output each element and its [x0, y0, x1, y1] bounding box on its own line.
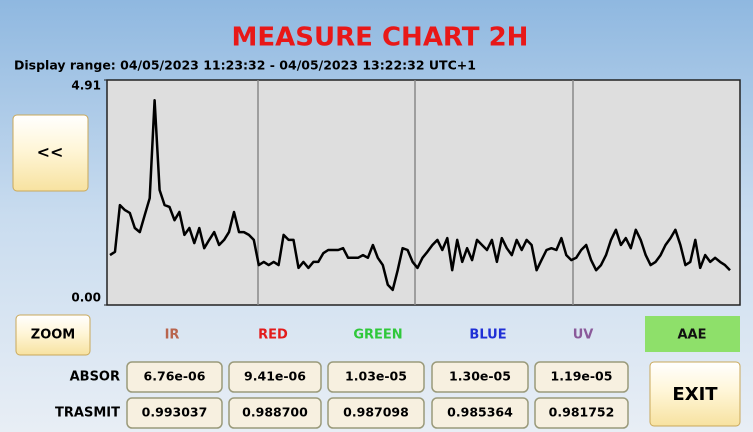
value-text: 1.30e-05 [449, 369, 511, 384]
value-box [327, 397, 425, 429]
channel-label: IR [165, 328, 180, 343]
value-box [228, 361, 322, 393]
value-box [534, 397, 629, 429]
value-text: 0.985364 [447, 405, 513, 420]
value-box [228, 397, 322, 429]
value-text: 1.03e-05 [345, 369, 407, 384]
button-bg[interactable] [12, 114, 89, 192]
zoom-button[interactable]: ZOOM [15, 314, 91, 356]
button-bg[interactable] [15, 314, 91, 356]
button-bg[interactable] [649, 361, 741, 427]
value-box [431, 361, 529, 393]
value-box [534, 361, 629, 393]
display-range: Display range: 04/05/2023 11:23:32 - 04/… [14, 58, 476, 73]
value-box [126, 397, 223, 429]
channel-label: RED [258, 328, 288, 343]
value-box [126, 361, 223, 393]
row-label: TRASMIT [55, 406, 120, 421]
channel-label: AAE [677, 328, 706, 343]
value-text: 0.993037 [142, 405, 208, 420]
channel-highlight [645, 316, 740, 352]
channel-label: UV [573, 328, 594, 343]
value-text: 0.987098 [343, 405, 409, 420]
data-line [109, 98, 731, 292]
value-text: 9.41e-06 [244, 369, 306, 384]
value-box [431, 397, 529, 429]
y-tick-label: 4.91 [71, 79, 101, 93]
channel-label: GREEN [353, 328, 402, 343]
button-label[interactable]: << [37, 143, 64, 162]
value-text: 6.76e-06 [144, 369, 206, 384]
plot-area [106, 79, 741, 306]
value-box [327, 361, 425, 393]
title: MEASURE CHART 2H [232, 23, 529, 53]
button-label[interactable]: ZOOM [31, 328, 75, 343]
exit-button[interactable]: EXIT [649, 361, 741, 427]
value-text: 1.19e-05 [551, 369, 613, 384]
value-text: 0.988700 [242, 405, 308, 420]
channel-label: BLUE [469, 328, 506, 343]
back-button[interactable]: << [12, 114, 89, 192]
row-label: ABSOR [70, 370, 120, 385]
value-text: 0.981752 [549, 405, 615, 420]
button-label[interactable]: EXIT [672, 384, 718, 405]
y-tick-label: 0.00 [71, 291, 101, 305]
